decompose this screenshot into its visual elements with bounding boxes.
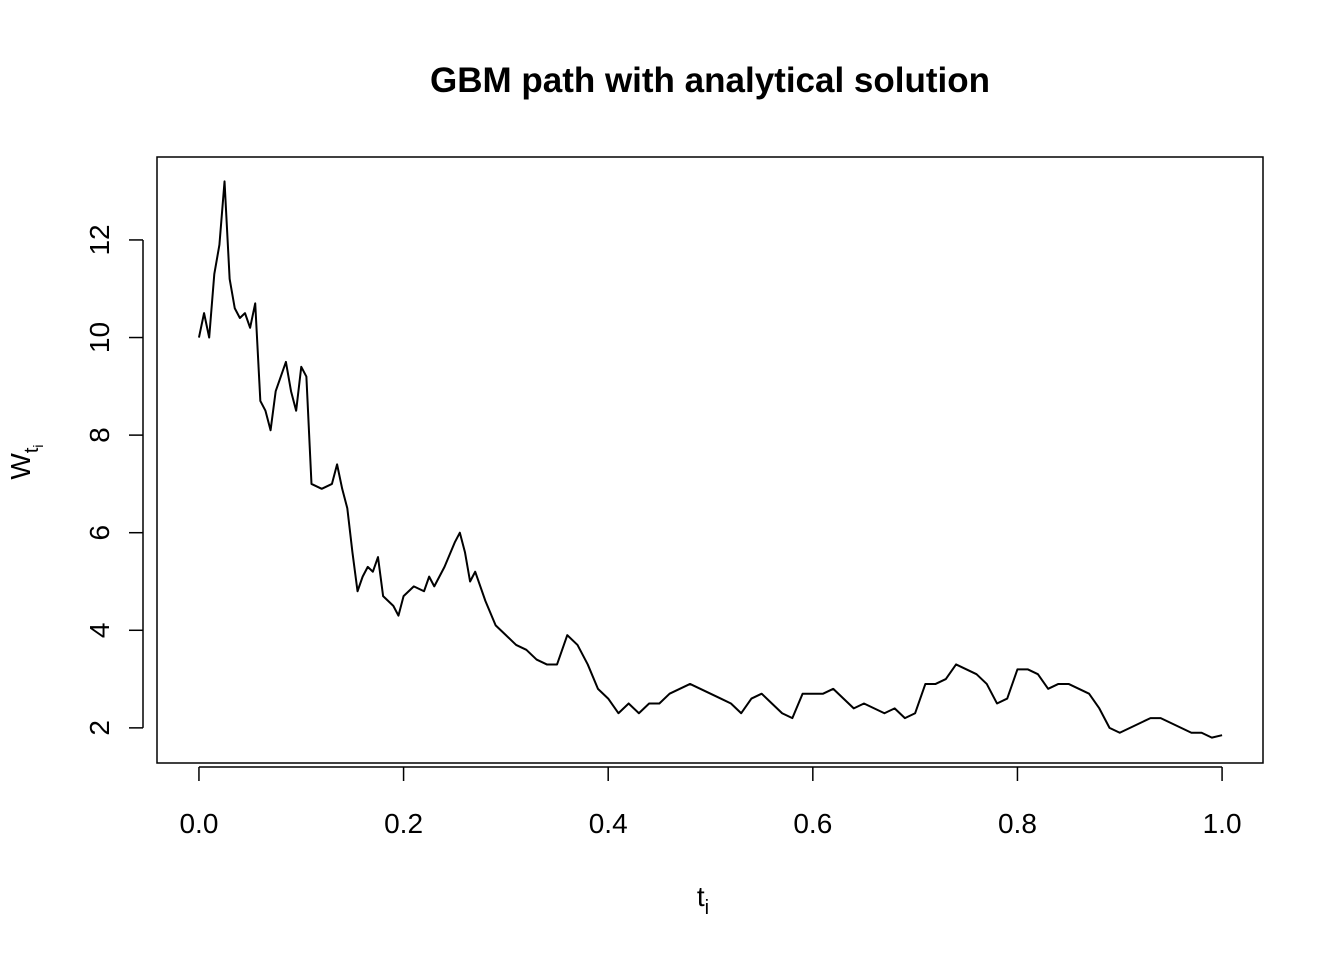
y-tick-label: 10	[84, 322, 115, 353]
y-tick-label: 4	[84, 622, 115, 638]
y-tick-label: 2	[84, 720, 115, 736]
y-tick-label: 12	[84, 224, 115, 255]
x-tick-label: 1.0	[1203, 808, 1242, 839]
plot-box	[156, 156, 1264, 764]
y-label-subsub: i	[30, 444, 46, 447]
x-label-sub: i	[705, 897, 709, 919]
y-tick-label: 6	[84, 525, 115, 541]
y-axis-label: Wti	[5, 444, 46, 479]
x-tick-label: 0.2	[384, 808, 423, 839]
x-axis-label: ti	[697, 881, 709, 919]
y-label-main: W	[5, 453, 36, 480]
x-label-main: t	[697, 881, 705, 912]
y-label-sub: t	[21, 447, 43, 453]
x-tick-label: 0.8	[998, 808, 1037, 839]
x-tick-label: 0.6	[793, 808, 832, 839]
chart-title: GBM path with analytical solution	[430, 61, 990, 100]
series-line	[197, 180, 1223, 739]
x-tick-label: 0.0	[179, 808, 218, 839]
y-tick-label: 8	[84, 427, 115, 443]
x-tick-label: 0.4	[589, 808, 628, 839]
